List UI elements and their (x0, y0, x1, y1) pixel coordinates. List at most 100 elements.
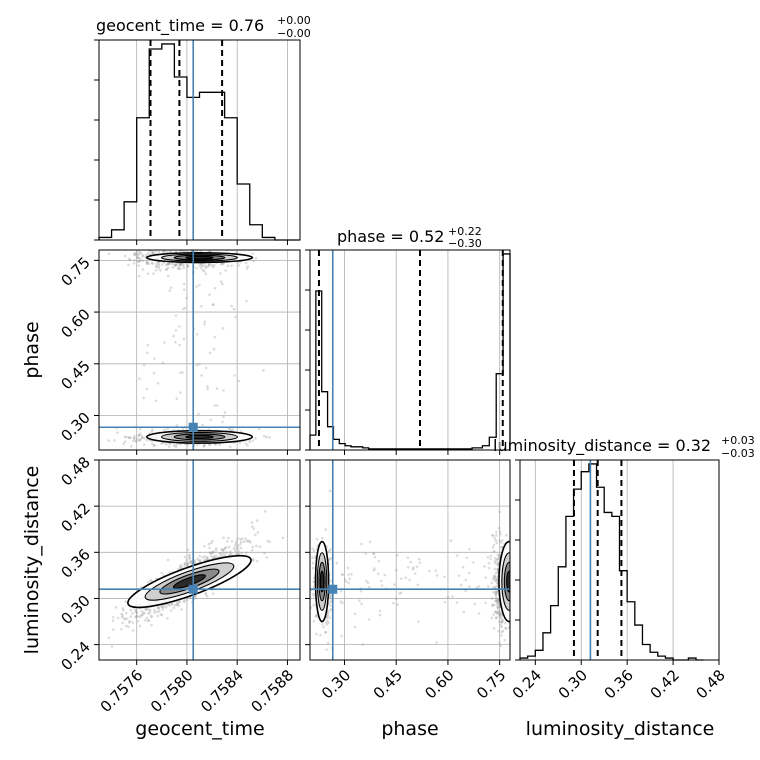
scatter-point-20-716 (140, 610, 143, 613)
title-phase-prefix: phase = (337, 227, 409, 246)
frame-00 (98, 39, 301, 241)
scatter-point-21-636 (496, 597, 500, 601)
scatter-point-20-822 (252, 559, 255, 562)
scatter-point-10-4 (128, 258, 132, 262)
plot-area-20 (99, 460, 300, 660)
scatter-point-21-423 (312, 592, 315, 596)
scatter-point-20-734 (131, 629, 135, 632)
scatter-point-10-818 (138, 439, 141, 442)
scatter-point-21-658 (492, 550, 496, 553)
scatter-point-20-194 (159, 604, 163, 608)
scatter-point-21-468 (497, 526, 501, 530)
scatter-point-21-505 (326, 641, 330, 645)
scatter-point-21-246 (499, 612, 502, 615)
scatter-point-10-596 (132, 253, 136, 256)
scatter-point-10-356 (200, 304, 203, 308)
scatter-point-21-683 (328, 489, 332, 493)
scatter-point-10-127 (206, 387, 209, 391)
scatter-points-21 (310, 489, 514, 651)
scatter-point-10-493 (167, 262, 170, 266)
scatter-point-10-150 (209, 247, 212, 250)
histogram-luminosity_distance (519, 463, 704, 661)
scatter-point-21-242 (495, 534, 498, 537)
yticklabel-20-2: 0.36 (57, 545, 93, 581)
scatter-point-21-218 (496, 553, 500, 557)
scatter-point-21-511 (415, 565, 419, 568)
scatter-point-10-105 (180, 262, 184, 266)
frame-11 (309, 249, 511, 451)
scatter-point-10-859 (107, 252, 111, 256)
scatter-point-10-649 (221, 327, 225, 330)
scatter-point-21-850 (500, 630, 504, 634)
scatter-point-21-549 (400, 577, 403, 580)
scatter-point-21-64 (493, 579, 497, 583)
scatter-point-21-104 (324, 528, 328, 531)
scatter-point-20-290 (208, 546, 211, 550)
scatter-point-10-293 (145, 438, 149, 442)
scatter-point-10-829 (229, 428, 233, 432)
scatter-point-21-819 (497, 599, 500, 602)
scatter-point-21-179 (489, 554, 493, 558)
scatter-point-10-359 (132, 262, 136, 265)
scatter-point-21-791 (504, 533, 508, 537)
scatter-point-21-472 (358, 599, 361, 602)
xticklabel-22-1: 0.30 (555, 666, 591, 702)
scatter-point-21-706 (494, 593, 497, 596)
scatter-point-21-556 (455, 554, 459, 557)
scatter-point-10-186 (136, 253, 139, 257)
scatter-point-21-870 (417, 620, 420, 623)
scatter-point-21-528 (339, 600, 343, 603)
scatter-point-21-897 (341, 573, 344, 576)
scatter-point-21-712 (497, 563, 500, 567)
scatter-point-21-461 (339, 589, 343, 593)
scatter-point-21-473 (503, 638, 506, 642)
scatter-point-21-424 (491, 603, 495, 607)
scatter-point-21-752 (328, 596, 332, 599)
scatter-point-10-719 (137, 256, 141, 260)
scatter-point-20-153 (236, 537, 240, 540)
scatter-point-10-248 (234, 315, 237, 319)
scatter-point-21-526 (499, 532, 502, 536)
scatter-point-20-390 (173, 604, 177, 607)
scatter-point-10-405 (204, 266, 208, 270)
scatter-point-21-845 (494, 571, 498, 575)
scatter-point-20-62 (281, 536, 285, 540)
scatter-point-20-530 (147, 608, 151, 612)
scatter-point-10-249 (208, 443, 212, 447)
scatter-point-10-517 (221, 420, 224, 424)
scatter-point-21-680 (494, 539, 498, 542)
scatter-point-20-159 (149, 614, 153, 618)
scatter-point-20-293 (190, 561, 194, 565)
scatter-point-10-178 (129, 436, 132, 440)
scatter-point-21-2 (495, 578, 499, 582)
scatter-point-21-774 (324, 621, 328, 624)
scatter-point-10-101 (201, 264, 205, 268)
scatter-point-20-764 (183, 564, 186, 567)
scatter-point-10-121 (265, 435, 268, 439)
scatter-point-21-486 (368, 585, 371, 589)
scatter-point-20-683 (237, 552, 240, 556)
scatter-point-10-592 (175, 263, 179, 267)
scatter-point-10-357 (135, 437, 139, 441)
scatter-point-10-393 (123, 254, 127, 258)
scatter-point-20-893 (166, 617, 169, 620)
scatter-point-21-98 (511, 563, 514, 566)
scatter-point-10-226 (221, 262, 225, 266)
scatter-point-20-431 (168, 571, 172, 574)
scatter-point-21-354 (499, 541, 503, 544)
scatter-point-20-96 (209, 554, 213, 558)
scatter-point-10-893 (154, 265, 158, 268)
scatter-point-21-334 (487, 562, 491, 565)
scatter-point-21-445 (399, 591, 403, 595)
scatter-point-10-398 (133, 252, 136, 256)
scatter-point-21-520 (360, 602, 363, 606)
scatter-point-20-244 (220, 554, 223, 558)
scatter-point-20-551 (161, 605, 165, 609)
scatter-point-10-554 (206, 265, 209, 268)
scatter-point-21-333 (498, 510, 501, 514)
scatter-point-10-195 (145, 262, 149, 265)
scatter-point-20-380 (245, 551, 248, 555)
scatter-point-10-588 (171, 265, 175, 269)
scatter-point-10-58 (136, 260, 140, 263)
